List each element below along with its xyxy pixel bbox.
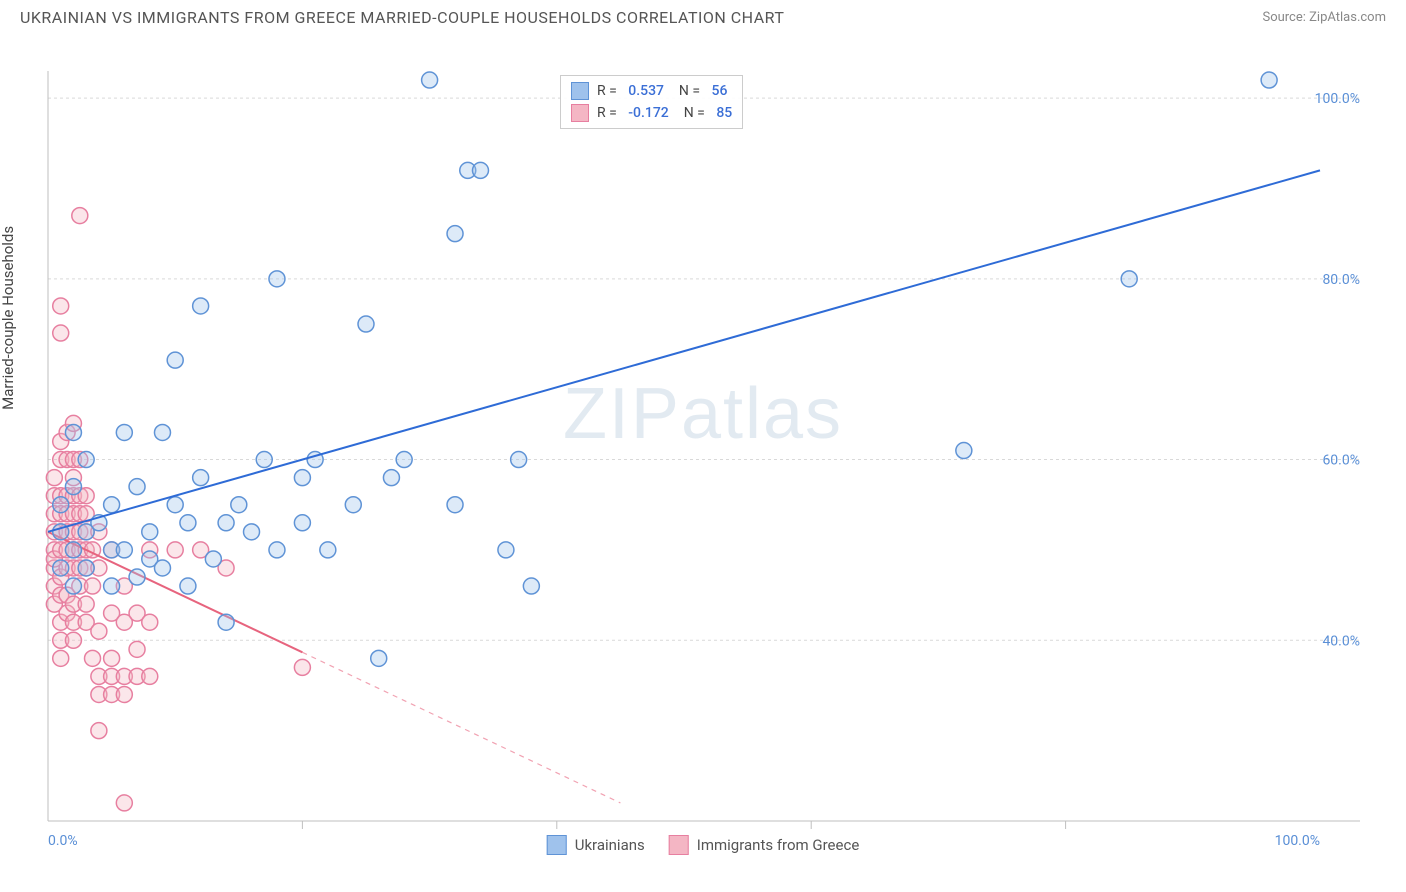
legend-label-ukrainians: Ukrainians bbox=[575, 836, 645, 854]
stats-row-ukrainians: R = 0.537 N = 56 bbox=[571, 80, 732, 102]
legend-item-ukrainians: Ukrainians bbox=[547, 835, 645, 855]
title-bar: UKRAINIAN VS IMMIGRANTS FROM GREECE MARR… bbox=[0, 0, 1406, 31]
legend-item-greece: Immigrants from Greece bbox=[669, 835, 860, 855]
bottom-legend: Ukrainians Immigrants from Greece bbox=[547, 835, 860, 855]
chart-title: UKRAINIAN VS IMMIGRANTS FROM GREECE MARR… bbox=[20, 8, 784, 27]
svg-text:40.0%: 40.0% bbox=[1322, 633, 1360, 649]
source-label: Source: ZipAtlas.com bbox=[1262, 10, 1386, 25]
swatch-greece bbox=[571, 104, 589, 122]
n-value-ukrainians: 56 bbox=[712, 83, 728, 99]
scatter-plot: 0.0% 100.0% 40.0% 60.0% 80.0% 100.0% bbox=[0, 31, 1406, 881]
r-value-greece: -0.172 bbox=[628, 105, 668, 121]
stats-legend: R = 0.537 N = 56 R = -0.172 N = 85 bbox=[560, 75, 743, 129]
legend-label-greece: Immigrants from Greece bbox=[697, 836, 860, 854]
svg-text:80.0%: 80.0% bbox=[1322, 272, 1360, 288]
n-value-greece: 85 bbox=[716, 105, 732, 121]
legend-swatch-greece bbox=[669, 835, 689, 855]
svg-text:60.0%: 60.0% bbox=[1322, 453, 1360, 469]
swatch-ukrainians bbox=[571, 82, 589, 100]
chart-container: Married-couple Households ZIPatlas 0.0%1… bbox=[0, 31, 1406, 881]
stats-row-greece: R = -0.172 N = 85 bbox=[571, 102, 732, 124]
legend-swatch-ukrainians bbox=[547, 835, 567, 855]
y-axis-label: Married-couple Households bbox=[0, 226, 17, 410]
r-value-ukrainians: 0.537 bbox=[628, 83, 664, 99]
svg-text:0.0%: 0.0% bbox=[48, 833, 78, 849]
svg-text:100.0%: 100.0% bbox=[1315, 91, 1360, 107]
svg-text:100.0%: 100.0% bbox=[1275, 833, 1320, 849]
